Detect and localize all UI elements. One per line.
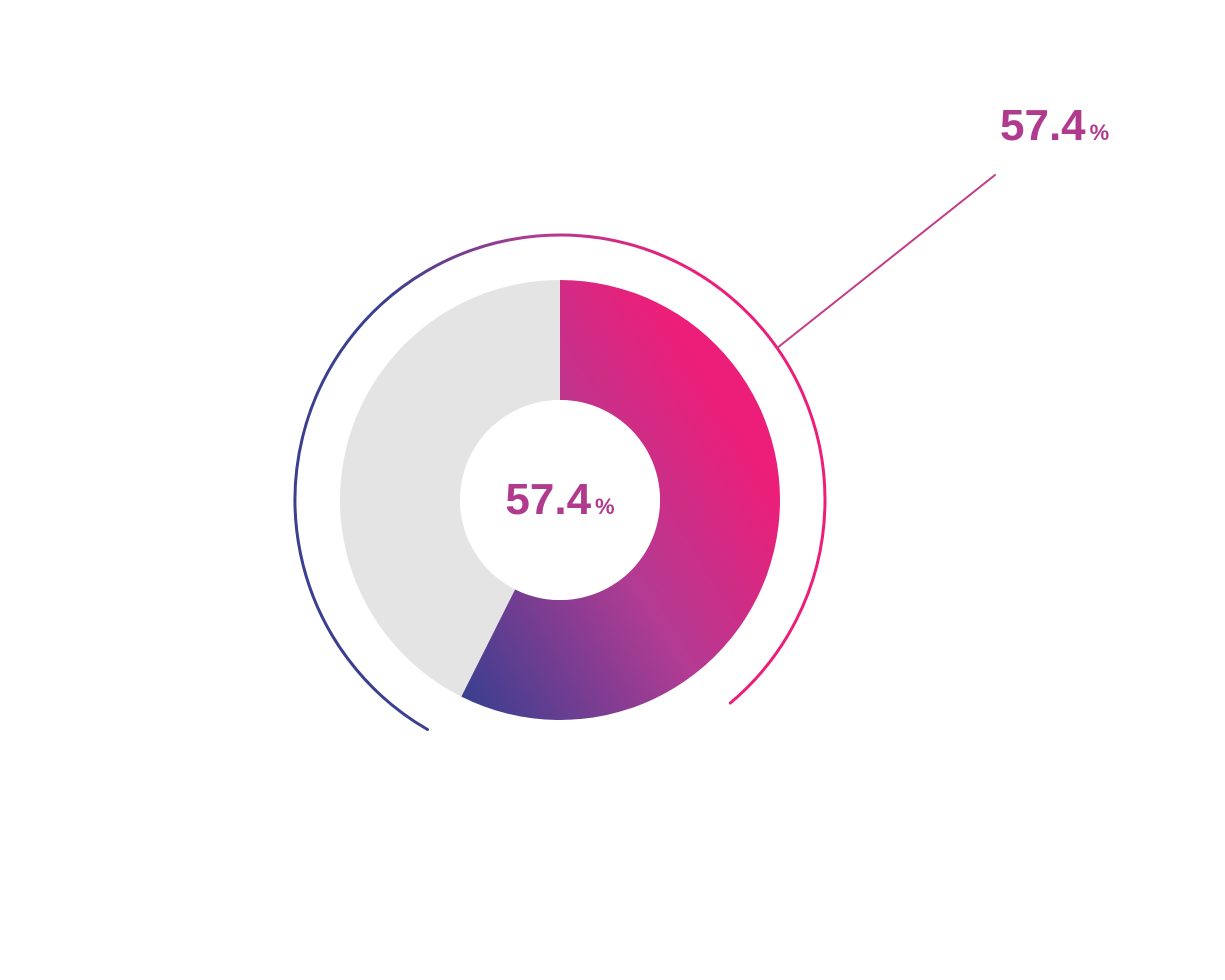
center-percentage-value: 57.4 xyxy=(505,475,591,524)
callout-percentage-value: 57.4 xyxy=(1000,101,1086,150)
center-percentage-label: 57.4% xyxy=(505,475,614,525)
callout-leader-line xyxy=(777,175,995,348)
callout-percent-symbol: % xyxy=(1090,120,1110,145)
chart-stage: 57.4% 57.4% xyxy=(0,0,1225,980)
callout-percentage-label: 57.4% xyxy=(1000,101,1109,151)
center-percent-symbol: % xyxy=(595,494,615,519)
